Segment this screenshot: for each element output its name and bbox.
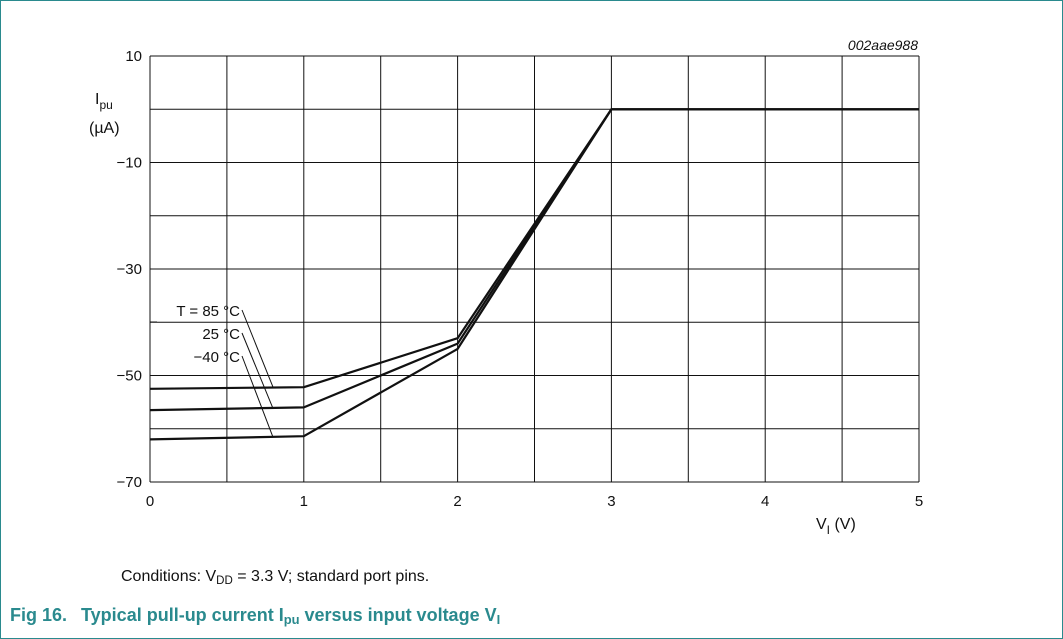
chart-tick-labels: 0 1 2 3 4 5 10 −10 −30 −50 −70 — [117, 48, 924, 510]
figure-number: Fig 16. — [10, 605, 68, 625]
series-line-2 — [149, 108, 919, 441]
chart-series — [149, 108, 919, 441]
y-tick-label: 10 — [125, 48, 142, 65]
series-leader-line-2 — [241, 355, 274, 438]
conditions-note: Conditions: VDD = 3.3 V; standard port p… — [121, 568, 430, 587]
chart-series-labels: T = 85 °C 25 °C −40 °C — [150, 303, 274, 438]
y-axis-unit: (µA) — [89, 120, 120, 137]
y-tick-label: −50 — [117, 368, 142, 385]
series-leader-line-1 — [241, 332, 274, 409]
figure-code-label: 002aae988 — [848, 37, 918, 53]
series-leader-line-0 — [241, 309, 274, 388]
x-axis-label: VI (V) — [816, 516, 856, 537]
pull-up-current-chart: 0 1 2 3 4 5 10 −10 −30 −50 −70 T = 85 °C 25 °C −40 °… — [89, 37, 924, 537]
figure-caption: Fig 16. Typical pull-up current Ipu versu… — [10, 605, 501, 628]
x-tick-label: 5 — [915, 493, 923, 510]
x-tick-label: 1 — [300, 493, 308, 510]
y-axis-label: Ipu — [95, 91, 113, 112]
series-label-0: T = 85 °C — [176, 303, 240, 320]
series-label-1: 25 °C — [202, 326, 240, 343]
chart-grid — [149, 55, 920, 483]
y-tick-label: −30 — [117, 261, 142, 278]
x-tick-label: 0 — [146, 493, 154, 510]
y-tick-label: −10 — [117, 155, 142, 172]
y-tick-label: −70 — [117, 474, 142, 491]
x-tick-label: 4 — [761, 493, 769, 510]
series-label-2: −40 °C — [194, 349, 241, 366]
x-tick-label: 3 — [607, 493, 615, 510]
x-tick-label: 2 — [453, 493, 461, 510]
